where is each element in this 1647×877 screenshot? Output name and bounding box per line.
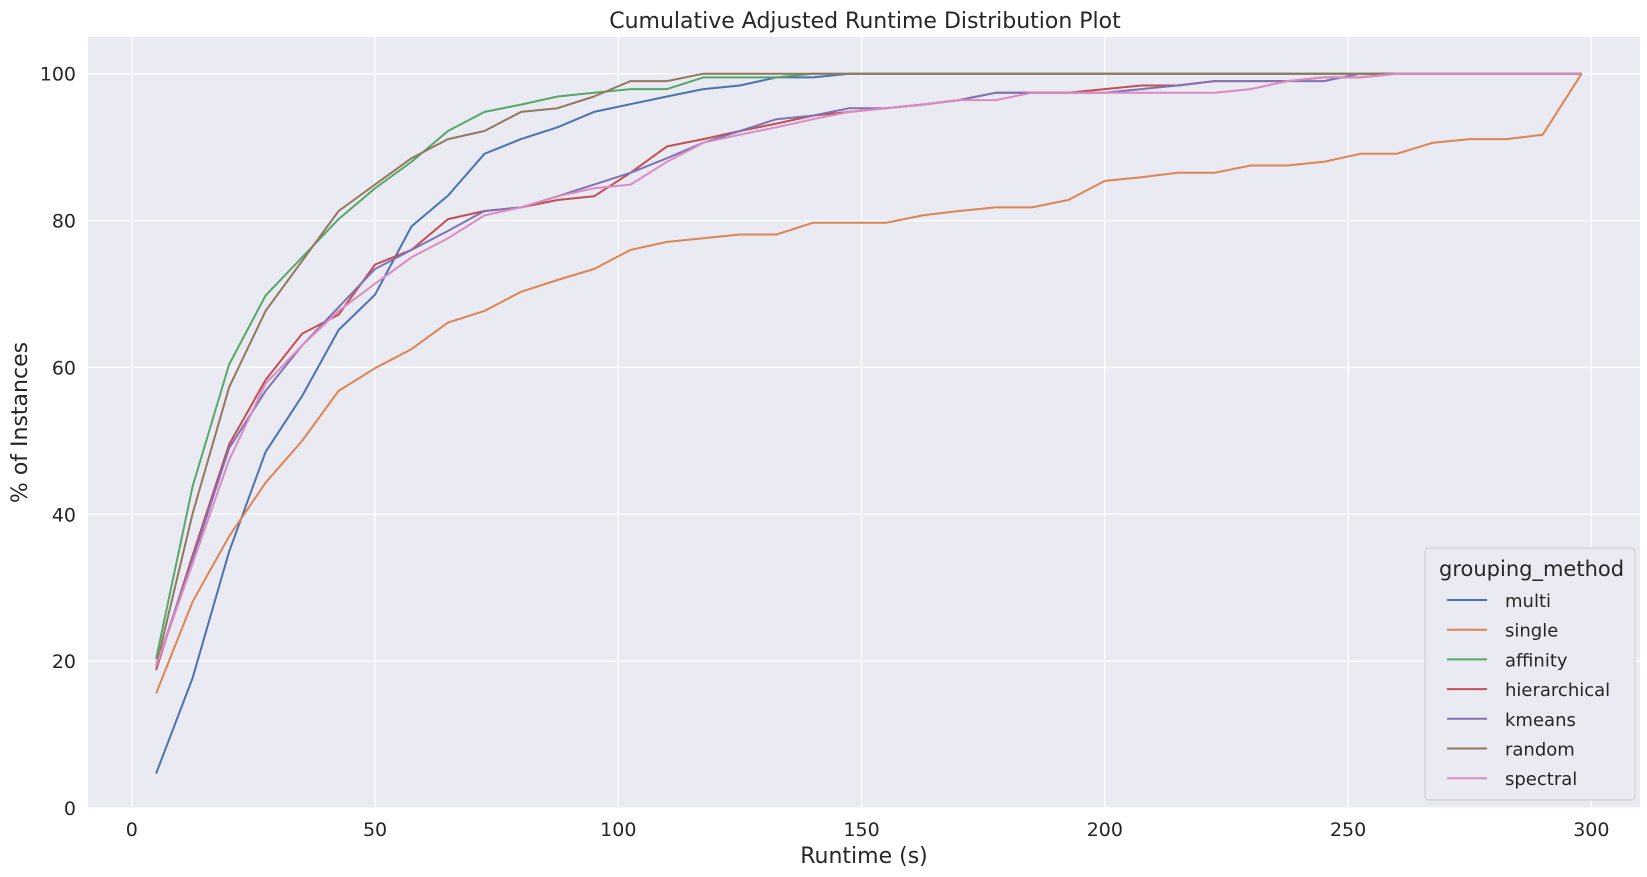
- legend-item-multi: multi: [1447, 591, 1551, 612]
- series-line-kmeans: [155, 72, 1582, 667]
- x-tick-label: 150: [843, 819, 879, 841]
- legend-label: single: [1505, 621, 1558, 642]
- legend-label: kmeans: [1505, 710, 1576, 731]
- legend: grouping_method multi single affinity hiera…: [1424, 547, 1636, 801]
- legend-label: random: [1505, 740, 1575, 761]
- tick-labels: 0 50 100 150 200 250 300 0 20 40 60 80 100: [40, 64, 1610, 841]
- series-line-random: [155, 72, 1582, 667]
- plot-area: [88, 37, 1640, 808]
- series-line-multi: [155, 72, 1582, 774]
- legend-item-hierarchical: hierarchical: [1447, 680, 1610, 701]
- y-tick-label: 0: [64, 798, 76, 820]
- series-line-affinity: [155, 72, 1582, 660]
- legend-label: hierarchical: [1505, 680, 1610, 701]
- series-line-single: [155, 73, 1583, 694]
- legend-label: spectral: [1505, 769, 1577, 790]
- y-tick-label: 80: [52, 211, 76, 233]
- legend-box: [1424, 547, 1636, 801]
- x-tick-label: 200: [1087, 819, 1123, 841]
- x-tick-label: 0: [126, 819, 138, 841]
- y-axis-label: % of Instances: [8, 342, 33, 503]
- legend-label: multi: [1505, 591, 1551, 612]
- x-tick-label: 50: [363, 819, 387, 841]
- chart-title: Cumulative Adjusted Runtime Distribution…: [609, 9, 1121, 34]
- legend-item-kmeans: kmeans: [1447, 710, 1576, 731]
- series-line-spectral: [155, 72, 1582, 667]
- legend-item-affinity: affinity: [1447, 650, 1568, 671]
- legend-title: grouping_method: [1439, 557, 1624, 582]
- x-tick-label: 300: [1573, 819, 1609, 841]
- series-lines: [155, 72, 1583, 774]
- legend-item-spectral: spectral: [1447, 769, 1577, 790]
- x-tick-label: 250: [1330, 819, 1366, 841]
- y-tick-label: 40: [52, 504, 76, 526]
- y-tick-label: 20: [52, 651, 76, 673]
- legend-label: affinity: [1505, 650, 1568, 671]
- legend-item-random: random: [1447, 740, 1575, 761]
- x-axis-label: Runtime (s): [800, 844, 928, 869]
- legend-item-single: single: [1447, 621, 1558, 642]
- y-tick-label: 60: [52, 357, 76, 379]
- x-tick-label: 100: [600, 819, 636, 841]
- y-tick-label: 100: [40, 64, 76, 86]
